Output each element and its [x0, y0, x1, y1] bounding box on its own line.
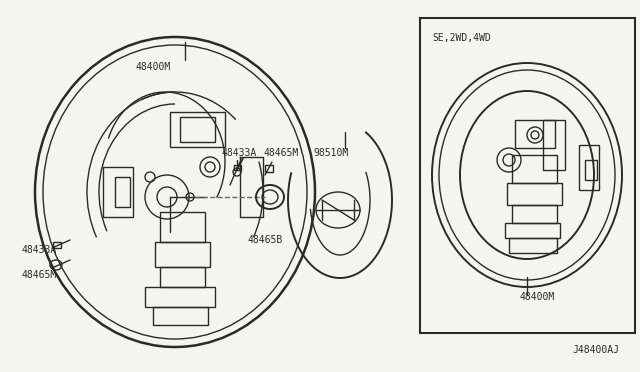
Text: 48433A: 48433A [22, 245, 57, 255]
Bar [512, 155, 557, 183]
Bar [53, 242, 61, 248]
Bar [170, 112, 225, 147]
Text: 48465B: 48465B [248, 235, 284, 245]
Bar [115, 177, 130, 207]
Bar [507, 183, 562, 205]
Bar [505, 223, 560, 238]
Bar [579, 145, 599, 190]
Bar [509, 238, 557, 253]
Text: 48465M: 48465M [263, 148, 298, 158]
Bar [103, 167, 133, 217]
Bar [153, 307, 208, 325]
Bar [585, 160, 597, 180]
Bar [180, 117, 215, 142]
Bar [155, 242, 210, 267]
Text: 48400M: 48400M [135, 62, 170, 72]
Bar [160, 212, 205, 242]
Text: J48400AJ: J48400AJ [572, 345, 619, 355]
Text: 48400M: 48400M [520, 292, 556, 302]
Bar [543, 120, 565, 170]
Text: 48433A: 48433A [222, 148, 257, 158]
Text: 48465M: 48465M [22, 270, 57, 280]
Bar [145, 287, 215, 307]
Bar [265, 165, 273, 172]
Text: SE,2WD,4WD: SE,2WD,4WD [432, 33, 491, 43]
Bar [515, 120, 555, 148]
Bar [234, 165, 241, 170]
Text: 98510M: 98510M [313, 148, 348, 158]
Bar [160, 267, 205, 287]
Bar [420, 18, 635, 333]
Bar [512, 205, 557, 223]
